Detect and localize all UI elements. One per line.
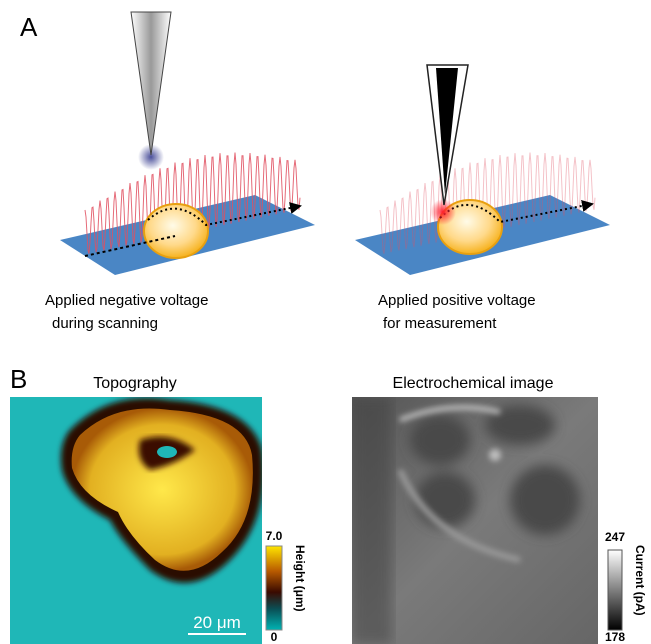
colorbar	[608, 550, 622, 630]
probe-tip	[131, 12, 171, 155]
electrochemical-image	[352, 397, 598, 644]
colorbar-min: 178	[605, 630, 625, 644]
caption: for measurement	[383, 315, 497, 332]
panel-label: A	[20, 12, 38, 42]
schematic-negative	[60, 12, 315, 275]
image-title: Topography	[93, 375, 177, 392]
colorbar-min: 0	[271, 630, 278, 644]
colorbar-label: Height (μm)	[293, 545, 307, 612]
topography-image: 20 μm	[10, 397, 263, 644]
image-title: Electrochemical image	[393, 375, 554, 392]
cell	[144, 204, 208, 258]
figure: A Applied negative voltage during scanni…	[0, 0, 651, 644]
caption: Applied positive voltage	[378, 292, 536, 309]
caption: Applied negative voltage	[45, 292, 208, 309]
colorbar	[266, 546, 282, 630]
colorbar-max: 7.0	[266, 529, 283, 543]
colorbar-max: 247	[605, 530, 625, 544]
schematic-positive	[355, 65, 610, 275]
caption: during scanning	[52, 315, 158, 332]
scale-bar-label: 20 μm	[193, 613, 241, 632]
panel-label: B	[10, 364, 27, 394]
colorbar-label: Current (pA)	[633, 545, 647, 616]
